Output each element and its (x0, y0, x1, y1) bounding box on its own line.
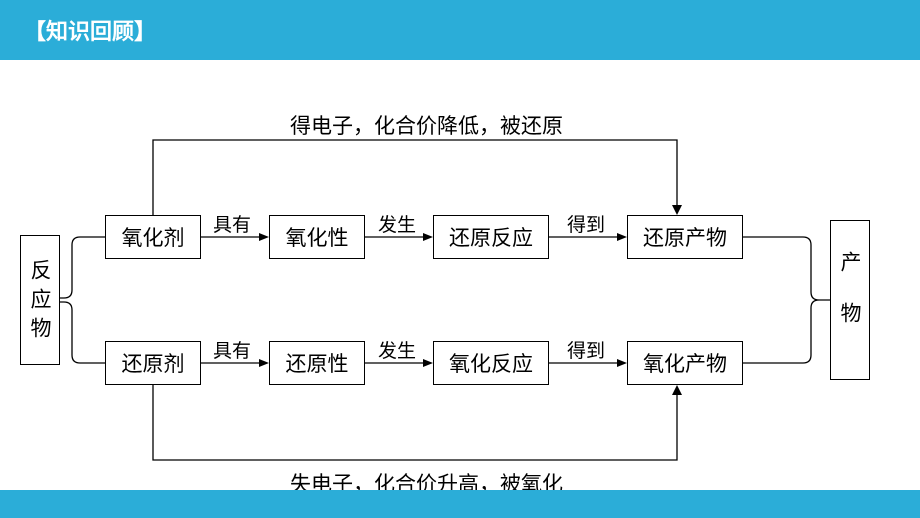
bottom-long-arrow (153, 385, 685, 465)
flowchart-diagram: 反应物 氧化剂 还原剂 氧化性 还原性 还原反应 氧化反应 还原产物 氧化产物 … (0, 60, 920, 490)
node-reducing-label: 还原性 (286, 348, 349, 378)
label-has1: 具有 (213, 210, 251, 237)
node-ox-prod-label: 氧化产物 (643, 348, 727, 378)
label-occur1: 发生 (378, 210, 416, 237)
node-ox-prod: 氧化产物 (627, 341, 743, 385)
node-oxidant-label: 氧化剂 (122, 222, 185, 252)
node-reducing: 还原性 (269, 341, 365, 385)
node-red-rxn-label: 还原反应 (449, 222, 533, 252)
node-ox-rxn-label: 氧化反应 (449, 348, 533, 378)
footer-bar (0, 490, 920, 518)
label-has2: 具有 (213, 336, 251, 363)
node-red-prod: 还原产物 (627, 215, 743, 259)
node-reductant-label: 还原剂 (122, 348, 185, 378)
node-oxidizing: 氧化性 (269, 215, 365, 259)
node-ox-rxn: 氧化反应 (433, 341, 549, 385)
left-bracket (60, 220, 105, 380)
node-reactant-label: 反应物 (25, 259, 55, 346)
node-oxidant: 氧化剂 (105, 215, 201, 259)
node-reductant: 还原剂 (105, 341, 201, 385)
node-red-rxn: 还原反应 (433, 215, 549, 259)
right-bracket (743, 220, 830, 380)
header-title: 【知识回顾】 (24, 14, 156, 46)
node-product-label: 产物 (835, 251, 865, 353)
label-get1: 得到 (567, 210, 605, 237)
node-product: 产物 (830, 220, 870, 380)
node-oxidizing-label: 氧化性 (286, 222, 349, 252)
top-long-arrow (153, 140, 685, 220)
label-get2: 得到 (567, 336, 605, 363)
node-reactant: 反应物 (20, 235, 60, 365)
top-description: 得电子，化合价降低，被还原 (290, 110, 563, 140)
header-bar: 【知识回顾】 (0, 0, 920, 60)
node-red-prod-label: 还原产物 (643, 222, 727, 252)
label-occur2: 发生 (378, 336, 416, 363)
